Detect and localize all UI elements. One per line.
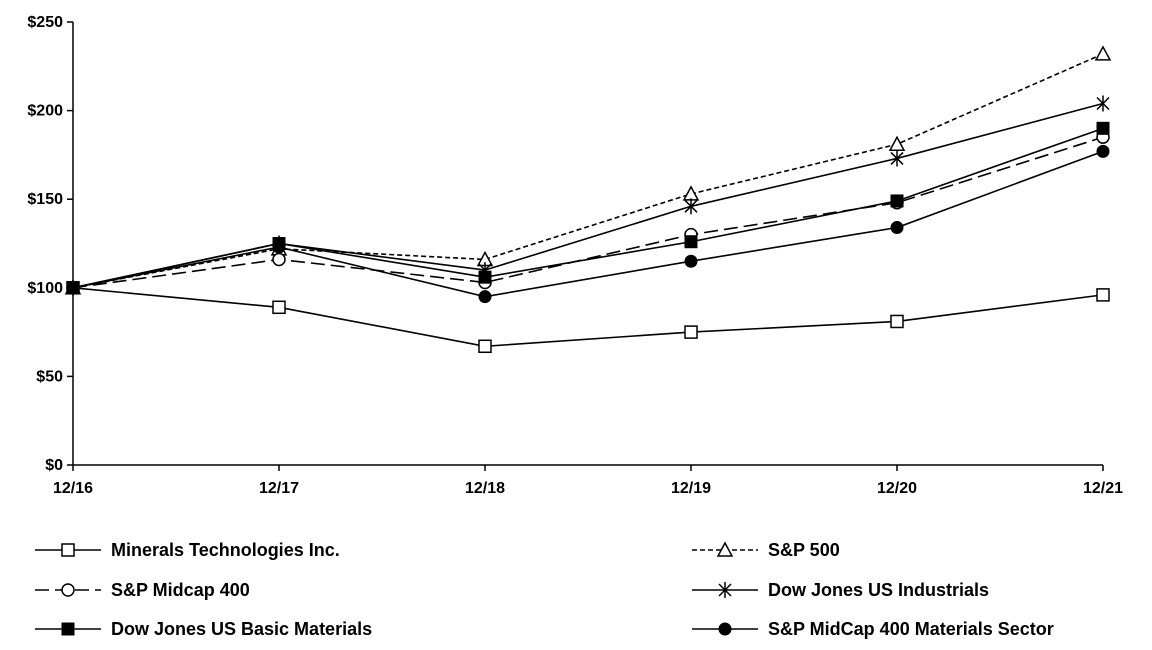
y-tick-label: $0 (45, 457, 63, 474)
series-line (72, 136, 1104, 289)
data-point (684, 254, 698, 268)
x-tick-label: 12/16 (53, 480, 93, 497)
data-point (1096, 95, 1110, 112)
legend: Minerals Technologies Inc. S&P 500 S&P Mid… (35, 540, 1054, 639)
series-line (72, 53, 1104, 289)
series-line (72, 150, 1104, 298)
data-point (684, 325, 698, 339)
legend-label: Dow Jones US Basic Materials (111, 619, 372, 639)
legend-label: Minerals Technologies Inc. (111, 540, 340, 560)
legend-marker (718, 622, 732, 636)
data-point (272, 252, 286, 267)
data-point (1096, 121, 1110, 135)
data-point (1096, 288, 1110, 302)
series-1 (66, 281, 1110, 354)
data-point (890, 314, 904, 329)
legend-marker (61, 622, 75, 636)
data-point (684, 235, 698, 249)
data-point (684, 198, 698, 215)
data-point (478, 339, 492, 354)
y-tick-label: $150 (27, 191, 63, 208)
legend-marker (61, 543, 75, 557)
legend-marker (61, 583, 75, 597)
legend-label: S&P MidCap 400 Materials Sector (768, 619, 1054, 639)
y-tick-label: $100 (27, 280, 63, 297)
data-point (890, 221, 904, 235)
series-line (72, 287, 1104, 348)
data-point (272, 240, 286, 254)
data-point (1096, 144, 1110, 158)
data-point (478, 270, 492, 284)
legend-item: Dow Jones US Industrials (692, 580, 989, 600)
y-tick-label: $50 (36, 368, 63, 385)
legend-item: Dow Jones US Basic Materials (35, 619, 372, 639)
series-line (72, 127, 1104, 289)
data-point (890, 194, 904, 208)
data-point (1094, 45, 1112, 61)
data-point (272, 300, 286, 315)
legend-label: S&P Midcap 400 (111, 580, 250, 600)
series-2 (64, 45, 1112, 295)
legend-label: Dow Jones US Industrials (768, 580, 989, 600)
data-point (890, 150, 904, 167)
x-tick-label: 12/18 (465, 480, 505, 497)
legend-marker (716, 541, 734, 557)
legend-item: S&P 500 (692, 540, 840, 560)
series-layer (64, 45, 1112, 354)
legend-marker (718, 582, 732, 598)
series-4 (66, 95, 1110, 296)
series-3 (66, 130, 1110, 295)
axes: $0 $50 $100 $150 $200 $250 12/16 12/17 12/18 12/1… (27, 14, 1123, 497)
x-tick-label: 12/20 (877, 480, 917, 497)
x-tick-label: 12/21 (1083, 480, 1123, 497)
x-tick-label: 12/17 (259, 480, 299, 497)
data-point (66, 281, 80, 295)
series-6 (66, 144, 1110, 304)
x-tick-label: 12/19 (671, 480, 711, 497)
series-5 (66, 121, 1110, 295)
data-point (888, 135, 906, 152)
legend-item: S&P Midcap 400 (35, 580, 250, 600)
legend-label: S&P 500 (768, 540, 840, 560)
legend-item: Minerals Technologies Inc. (35, 540, 340, 560)
y-tick-label: $250 (27, 14, 63, 31)
legend-item: S&P MidCap 400 Materials Sector (692, 619, 1054, 639)
y-tick-label: $200 (27, 103, 63, 120)
data-point (478, 290, 492, 304)
